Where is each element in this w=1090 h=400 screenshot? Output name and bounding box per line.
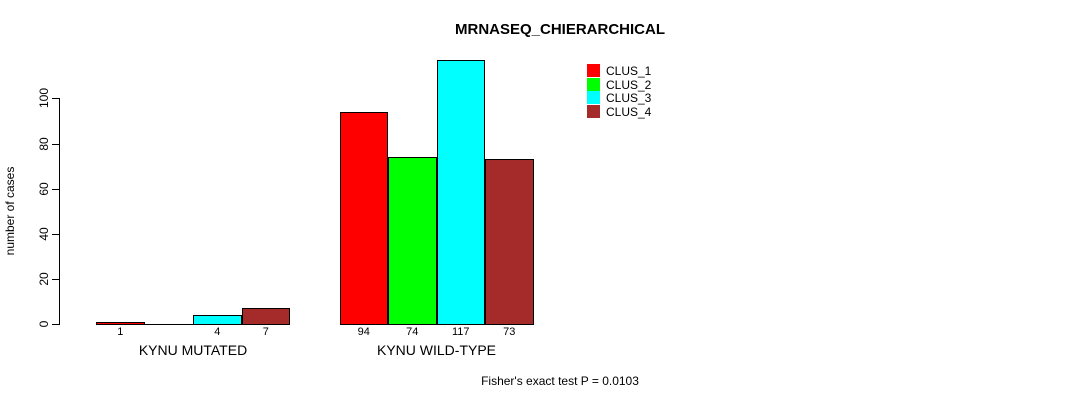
y-tick-label: 20 bbox=[37, 272, 51, 286]
bar-value-label: 117 bbox=[451, 326, 470, 338]
bar-clus_4-group1 bbox=[241, 308, 290, 325]
y-tick-mark bbox=[52, 233, 59, 235]
y-tick-mark bbox=[52, 143, 59, 145]
bar-clus_4-group2 bbox=[485, 159, 534, 325]
legend-label-clus_3: CLUS_3 bbox=[606, 91, 652, 105]
legend-swatch-clus_3 bbox=[587, 91, 600, 104]
y-tick-mark bbox=[52, 278, 59, 280]
legend-label-clus_1: CLUS_1 bbox=[606, 64, 652, 78]
y-tick-mark bbox=[52, 98, 59, 100]
y-axis-line bbox=[59, 98, 60, 325]
bar-value-label: 7 bbox=[262, 326, 269, 338]
bar-value-label: 94 bbox=[357, 326, 370, 338]
bar-clus_2-group1 bbox=[144, 324, 193, 325]
bar-value-label: 1 bbox=[117, 326, 124, 338]
bar-value-label: 4 bbox=[214, 326, 221, 338]
legend-label-clus_4: CLUS_4 bbox=[606, 104, 652, 119]
y-tick-mark bbox=[52, 324, 59, 325]
bar-value-label: 73 bbox=[503, 326, 516, 338]
bar-clus_3-group1 bbox=[193, 314, 242, 325]
y-tick-label: 0 bbox=[37, 320, 51, 328]
bar-clus_1-group1 bbox=[96, 321, 145, 325]
y-axis-label: number of cases bbox=[3, 166, 17, 256]
bar-clus_2-group2 bbox=[388, 157, 437, 325]
bar-clus_3-group2 bbox=[436, 60, 485, 325]
legend-swatch-clus_2 bbox=[587, 77, 600, 91]
bar-clus_1-group2 bbox=[339, 111, 388, 325]
y-tick-label: 100 bbox=[37, 88, 51, 109]
legend-swatch-clus_4 bbox=[587, 104, 600, 118]
y-tick-label: 60 bbox=[37, 181, 51, 196]
chart-title: MRNASEQ_CHIERARCHICAL bbox=[454, 21, 666, 38]
y-tick-label: 40 bbox=[37, 227, 51, 241]
bar-value-label: 74 bbox=[406, 326, 419, 338]
footnote-text: Fisher's exact test P = 0.0103 bbox=[481, 374, 639, 388]
y-tick-label: 80 bbox=[37, 136, 51, 151]
legend-swatch-clus_1 bbox=[587, 64, 600, 77]
x-category-label: KYNU MUTATED bbox=[138, 342, 248, 358]
x-category-label: KYNU WILD-TYPE bbox=[376, 342, 497, 358]
legend-label-clus_2: CLUS_2 bbox=[606, 77, 652, 92]
y-tick-mark bbox=[52, 188, 59, 190]
